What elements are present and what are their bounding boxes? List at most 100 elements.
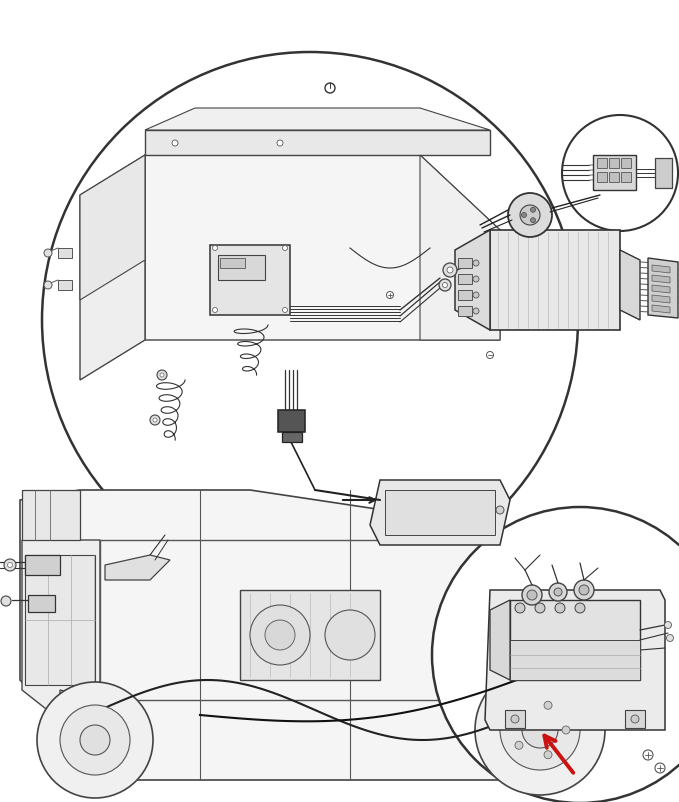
Polygon shape xyxy=(210,245,290,315)
Circle shape xyxy=(521,213,526,217)
Circle shape xyxy=(508,193,552,237)
Circle shape xyxy=(473,308,479,314)
Polygon shape xyxy=(510,600,640,680)
Polygon shape xyxy=(597,172,607,182)
Circle shape xyxy=(527,590,537,600)
Circle shape xyxy=(562,726,570,734)
Polygon shape xyxy=(652,285,670,293)
Circle shape xyxy=(432,507,679,802)
Polygon shape xyxy=(220,258,245,268)
Circle shape xyxy=(535,603,545,613)
Circle shape xyxy=(439,279,451,291)
Circle shape xyxy=(515,741,523,749)
Polygon shape xyxy=(490,600,510,680)
Polygon shape xyxy=(648,258,678,318)
Circle shape xyxy=(555,603,565,613)
Circle shape xyxy=(522,585,542,605)
Circle shape xyxy=(7,562,12,568)
Polygon shape xyxy=(370,480,510,545)
Polygon shape xyxy=(485,590,665,730)
Circle shape xyxy=(520,205,540,225)
Polygon shape xyxy=(652,295,670,303)
Circle shape xyxy=(157,370,167,380)
Circle shape xyxy=(574,580,594,600)
Polygon shape xyxy=(458,306,472,316)
Circle shape xyxy=(473,292,479,298)
Polygon shape xyxy=(25,555,60,575)
Circle shape xyxy=(4,559,16,571)
Polygon shape xyxy=(385,490,495,535)
Circle shape xyxy=(522,712,558,748)
Circle shape xyxy=(562,115,678,231)
Circle shape xyxy=(496,506,504,514)
Circle shape xyxy=(443,263,457,277)
Circle shape xyxy=(486,351,494,358)
Circle shape xyxy=(667,634,674,642)
Circle shape xyxy=(250,605,310,665)
Circle shape xyxy=(386,291,394,298)
Circle shape xyxy=(282,245,287,250)
Polygon shape xyxy=(652,275,670,283)
Circle shape xyxy=(42,52,578,588)
Circle shape xyxy=(80,725,110,755)
Circle shape xyxy=(44,281,52,289)
Polygon shape xyxy=(458,290,472,300)
Circle shape xyxy=(473,260,479,266)
Polygon shape xyxy=(80,155,145,300)
Circle shape xyxy=(500,690,580,770)
Polygon shape xyxy=(420,155,500,340)
Circle shape xyxy=(544,751,552,759)
Circle shape xyxy=(643,750,653,760)
Circle shape xyxy=(530,207,536,213)
Polygon shape xyxy=(652,265,670,273)
Circle shape xyxy=(213,245,217,250)
Circle shape xyxy=(575,603,585,613)
Polygon shape xyxy=(218,255,265,280)
Polygon shape xyxy=(240,590,380,680)
Circle shape xyxy=(655,763,665,773)
Circle shape xyxy=(631,715,639,723)
Polygon shape xyxy=(505,710,525,728)
Circle shape xyxy=(282,307,287,313)
Circle shape xyxy=(153,418,157,422)
Circle shape xyxy=(277,140,283,146)
Circle shape xyxy=(172,140,178,146)
Polygon shape xyxy=(620,250,640,320)
Polygon shape xyxy=(58,280,72,290)
Circle shape xyxy=(549,583,567,601)
Polygon shape xyxy=(621,158,631,168)
Circle shape xyxy=(150,415,160,425)
Circle shape xyxy=(325,610,375,660)
Circle shape xyxy=(1,596,11,606)
Polygon shape xyxy=(105,555,170,580)
Circle shape xyxy=(37,682,153,798)
Circle shape xyxy=(544,701,552,709)
Polygon shape xyxy=(609,158,619,168)
Circle shape xyxy=(515,711,523,719)
Polygon shape xyxy=(510,640,640,680)
Polygon shape xyxy=(22,540,100,720)
Polygon shape xyxy=(58,248,72,258)
Polygon shape xyxy=(282,432,302,442)
Circle shape xyxy=(579,585,589,595)
Polygon shape xyxy=(458,274,472,284)
Circle shape xyxy=(473,276,479,282)
Polygon shape xyxy=(25,555,95,685)
Polygon shape xyxy=(80,155,145,380)
Circle shape xyxy=(447,267,453,273)
Circle shape xyxy=(60,705,130,775)
Polygon shape xyxy=(28,595,55,612)
Circle shape xyxy=(554,588,562,596)
Polygon shape xyxy=(455,230,490,330)
Polygon shape xyxy=(22,490,80,540)
Circle shape xyxy=(265,620,295,650)
Polygon shape xyxy=(490,230,620,330)
Circle shape xyxy=(665,622,672,629)
Polygon shape xyxy=(145,108,490,130)
Polygon shape xyxy=(597,158,607,168)
Polygon shape xyxy=(621,172,631,182)
Polygon shape xyxy=(655,158,672,188)
Polygon shape xyxy=(593,155,636,190)
Polygon shape xyxy=(145,155,500,340)
Polygon shape xyxy=(625,710,645,728)
